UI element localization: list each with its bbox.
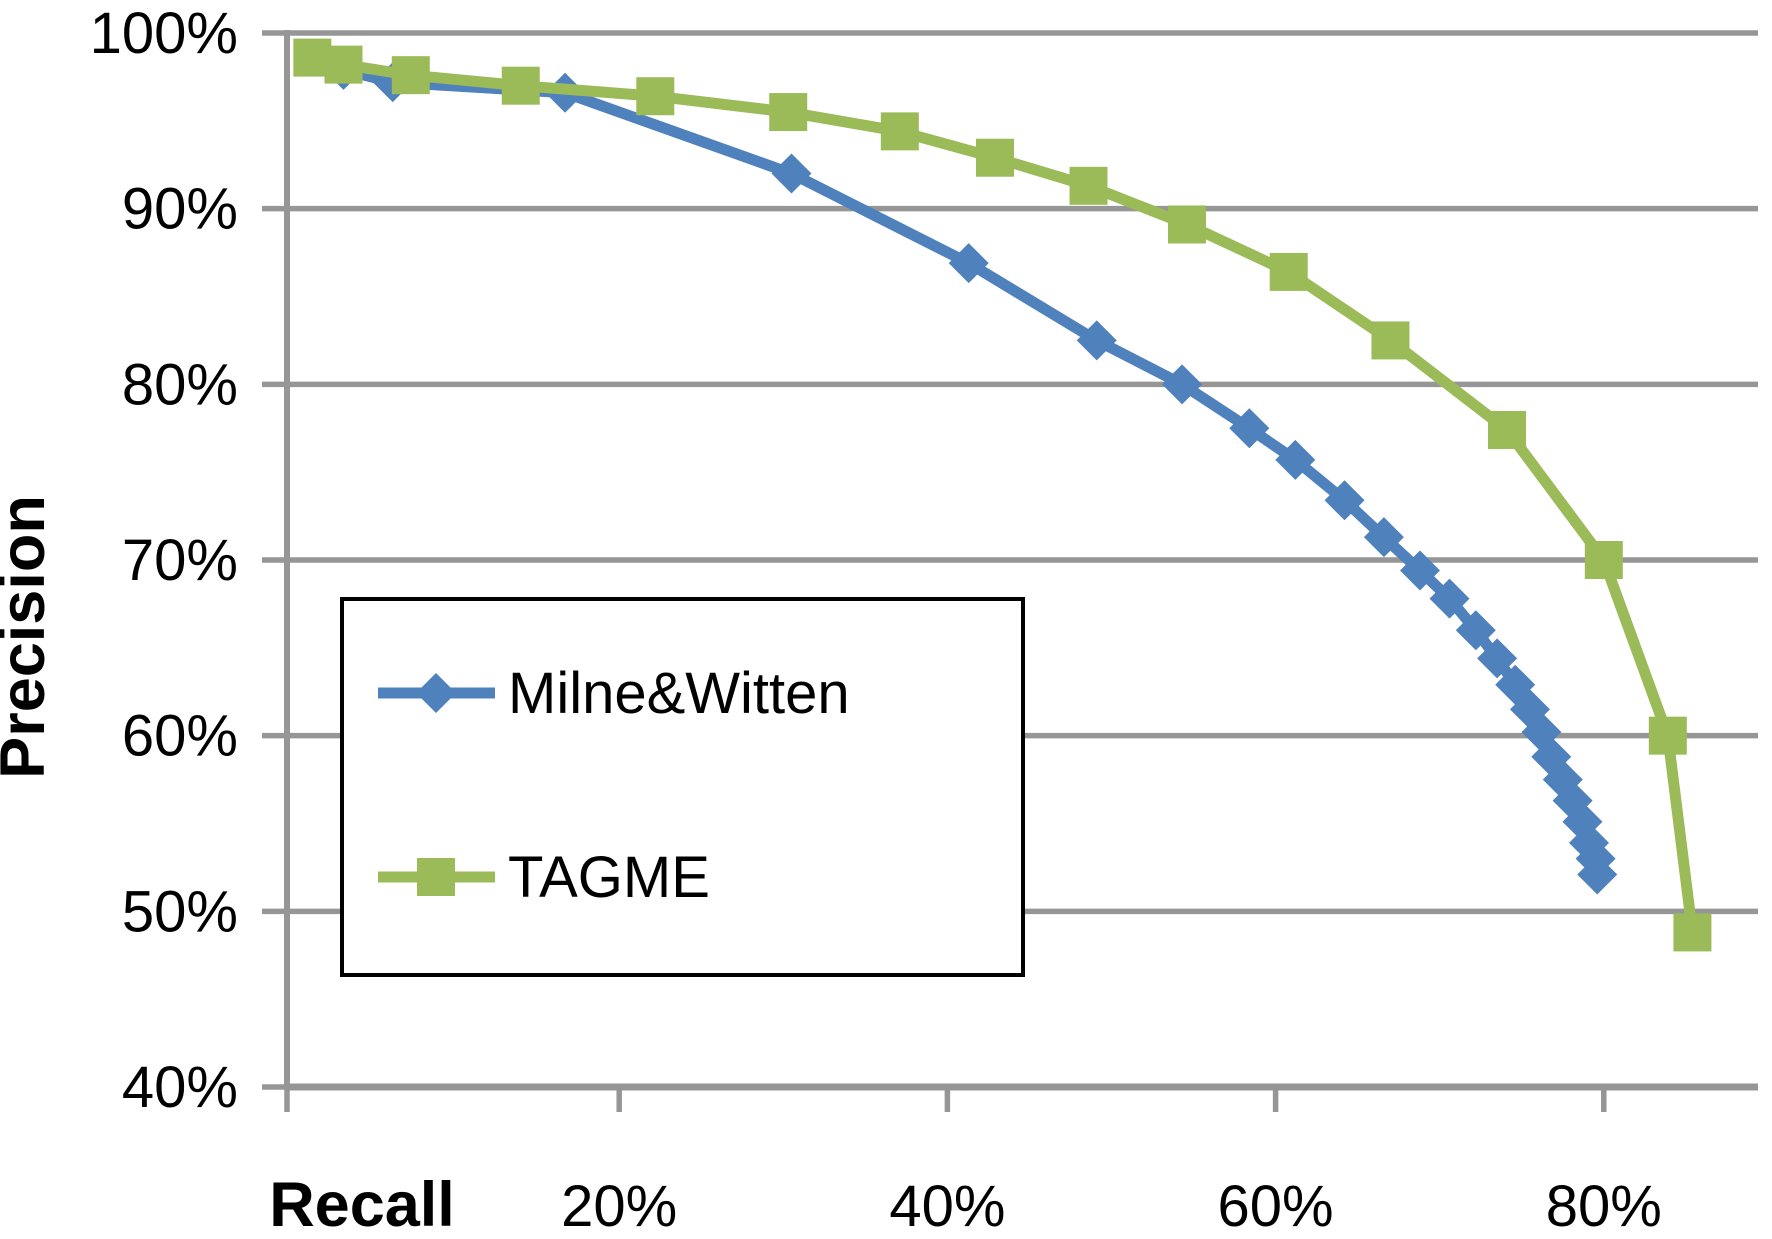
series-milne-witten-marker	[1363, 517, 1404, 558]
series-tagme-marker	[1371, 321, 1410, 360]
series-tagme-marker	[1069, 166, 1108, 205]
x-axis-title: Recall	[269, 1170, 455, 1239]
series-milne-witten-marker	[771, 153, 812, 194]
y-tick-label: 40%	[122, 1055, 238, 1120]
series-tagme-marker	[324, 45, 363, 84]
series-milne-witten-marker	[1275, 439, 1316, 480]
series-milne-witten-marker	[1577, 854, 1618, 895]
series-tagme-marker	[391, 56, 430, 95]
series-milne-witten-marker	[1324, 480, 1365, 521]
legend-box	[340, 597, 1025, 977]
series-tagme-marker	[1167, 205, 1206, 244]
series-tagme-marker	[1673, 913, 1712, 952]
series-milne-witten-marker	[1162, 364, 1203, 405]
series-tagme-line	[311, 52, 1698, 934]
series-milne-witten-marker	[1229, 408, 1270, 449]
legend-milne-witten-label: Milne&Witten	[508, 661, 850, 726]
series-milne-witten-marker	[948, 243, 989, 284]
series-milne-witten-marker	[1429, 578, 1470, 619]
series-milne-witten-marker	[1477, 638, 1518, 679]
legend-milne-witten-swatch-marker	[416, 673, 456, 713]
y-tick-label: 80%	[122, 352, 238, 417]
y-tick-label: 90%	[122, 177, 238, 242]
x-tick-label: 20%	[561, 1174, 677, 1239]
x-tick-label: 40%	[889, 1174, 1005, 1239]
series-tagme-marker	[1487, 411, 1526, 450]
series-milne-witten-marker	[1400, 550, 1441, 591]
y-tick-label: 50%	[122, 879, 238, 944]
series-milne-witten-marker	[1076, 320, 1117, 361]
series-tagme	[293, 38, 1712, 952]
series-tagme-marker	[880, 112, 919, 151]
series-tagme-marker	[501, 66, 540, 105]
series-tagme-marker	[1269, 252, 1308, 291]
series-tagme-marker	[769, 93, 808, 132]
legend-tagme-label: TAGME	[508, 845, 710, 910]
series-tagme-marker	[1648, 716, 1687, 755]
y-tick-label: 70%	[122, 528, 238, 593]
series-tagme-marker	[1584, 541, 1623, 580]
series-tagme-marker	[636, 77, 675, 116]
y-axis-title: Precision	[0, 495, 58, 779]
legend-tagme-swatch-marker	[417, 858, 455, 896]
legend: Milne&Witten TAGME	[340, 597, 1025, 977]
x-tick-label: 60%	[1218, 1174, 1334, 1239]
series-tagme-marker	[975, 138, 1014, 177]
x-tick-label: 80%	[1546, 1174, 1662, 1239]
y-tick-label: 100%	[90, 1, 238, 66]
y-tick-label: 60%	[122, 704, 238, 769]
series-milne-witten-marker	[1455, 610, 1496, 651]
